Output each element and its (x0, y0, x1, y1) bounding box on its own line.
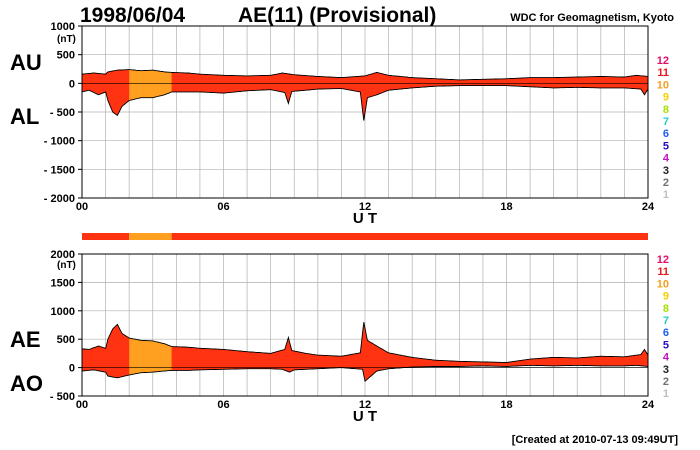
x-tick-label: 24 (642, 201, 655, 213)
y-tick-label: - 500 (50, 107, 75, 119)
x-tick-label: 24 (642, 399, 655, 411)
bottom-xaxis-label: U T (353, 408, 377, 425)
created-timestamp: [Created at 2010-07-13 09:49UT] (512, 434, 679, 446)
bottom-unit-label: (nT) (57, 260, 76, 271)
y-tick-label: 500 (57, 50, 75, 62)
envelope-fill (82, 69, 648, 121)
x-tick-label: 00 (76, 201, 88, 213)
legend-level-12: 12 (657, 55, 669, 67)
plot-title: AE(11) (Provisional) (238, 4, 436, 27)
x-tick-label: 06 (217, 399, 229, 411)
plot-date: 1998/06/04 (80, 4, 185, 27)
y-tick-label: 1500 (51, 277, 75, 289)
series-line-al (81, 85, 649, 121)
x-tick-label: 12 (359, 399, 371, 411)
legend-level-6: 6 (663, 327, 669, 339)
legend-level-2: 2 (663, 177, 669, 189)
legend-level-9: 9 (663, 92, 669, 104)
plot-border (81, 253, 649, 397)
status-segment (171, 233, 648, 240)
y-tick-label: - 500 (50, 391, 75, 403)
x-tick-label: 06 (217, 201, 229, 213)
au-label: AU (10, 50, 42, 75)
series-line-ao (81, 364, 649, 383)
legend-level-4: 4 (663, 153, 670, 165)
y-tick-label: - 1500 (44, 164, 75, 176)
y-tick-label: 500 (57, 334, 75, 346)
y-tick-label: 0 (69, 363, 75, 375)
legend-level-8: 8 (663, 303, 669, 315)
y-tick-label: 1000 (51, 306, 75, 318)
legend-level-8: 8 (663, 104, 669, 116)
top-unit-label: (nT) (57, 34, 76, 45)
ao-label: AO (10, 371, 43, 396)
source-label: WDC for Geomagnetism, Kyoto (510, 12, 674, 24)
legend-level-4: 4 (663, 352, 670, 364)
legend-level-11: 11 (657, 266, 669, 278)
top-xaxis-label: U T (353, 210, 377, 227)
status-segment (129, 233, 172, 240)
x-tick-label: 18 (500, 201, 512, 213)
legend-level-3: 3 (663, 364, 669, 376)
legend-level-5: 5 (663, 339, 669, 351)
legend-level-2: 2 (663, 376, 669, 388)
legend-level-11: 11 (657, 67, 669, 79)
legend-level-1: 1 (663, 189, 669, 201)
legend-level-10: 10 (657, 278, 669, 290)
y-tick-label: 1000 (51, 21, 75, 33)
status-bar (82, 233, 648, 240)
legend-level-6: 6 (663, 128, 669, 140)
y-tick-label: - 1000 (44, 136, 75, 148)
x-tick-label: 00 (76, 399, 88, 411)
al-label: AL (10, 104, 39, 129)
envelope-fill-highlight (129, 69, 172, 101)
series-line-au (81, 69, 649, 81)
legend-level-3: 3 (663, 165, 669, 177)
series-line-ae (81, 322, 649, 363)
x-tick-label: 12 (359, 201, 371, 213)
legend-level-5: 5 (663, 140, 669, 152)
ae-label: AE (10, 327, 41, 352)
x-tick-label: 18 (500, 399, 512, 411)
y-tick-label: 0 (69, 78, 75, 90)
legend-level-7: 7 (663, 315, 669, 327)
envelope-fill-highlight (129, 338, 172, 375)
legend-level-9: 9 (663, 291, 669, 303)
legend-level-12: 12 (657, 254, 669, 266)
legend-level-1: 1 (663, 388, 669, 400)
y-tick-label: 2000 (51, 249, 75, 261)
legend-level-7: 7 (663, 116, 669, 128)
legend-level-10: 10 (657, 79, 669, 91)
status-segment (82, 233, 130, 240)
y-tick-label: - 2000 (44, 193, 75, 205)
